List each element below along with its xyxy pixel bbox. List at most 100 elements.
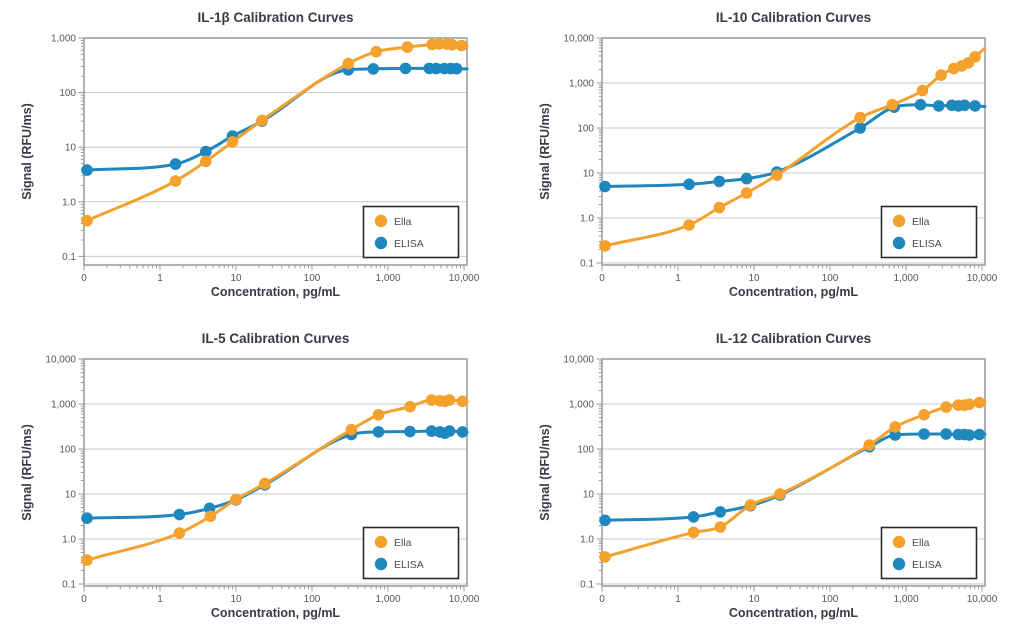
y-tick-label: 1,000 <box>51 400 76 411</box>
marker-elisa <box>81 164 93 176</box>
legend: Ella ELISA <box>362 205 460 259</box>
legend: Ella ELISA <box>362 526 460 580</box>
x-tick-label: 1 <box>675 594 681 605</box>
y-tick-label: 100 <box>59 88 76 99</box>
x-tick-label: 100 <box>822 594 839 605</box>
marker-ella <box>744 499 757 511</box>
legend-swatch-ella <box>374 214 388 228</box>
x-axis-label: Concentration, pg/mL <box>211 285 341 299</box>
y-axis-label: Signal (RFU/ms) <box>20 424 34 521</box>
x-tick-label: 1,000 <box>893 594 918 605</box>
x-tick-label: 100 <box>822 273 839 284</box>
marker-ella <box>918 409 930 421</box>
marker-ella <box>940 401 952 413</box>
marker-ella <box>935 69 947 81</box>
marker-elisa <box>854 122 866 134</box>
legend-label-ella: Ella <box>394 216 412 228</box>
legend-label-elisa: ELISA <box>394 238 424 250</box>
marker-ella <box>404 400 416 413</box>
marker-elisa <box>889 429 901 441</box>
legend: Ella ELISA <box>880 526 978 580</box>
legend-label-ella: Ella <box>394 537 412 549</box>
marker-elisa <box>443 425 456 437</box>
marker-ella <box>683 219 695 231</box>
marker-ella <box>81 214 93 227</box>
x-tick-label: 0 <box>599 594 605 605</box>
marker-elisa <box>456 426 469 438</box>
marker-ella <box>889 421 901 433</box>
x-tick-label: 100 <box>304 594 321 605</box>
marker-elisa <box>683 178 695 191</box>
marker-elisa <box>173 508 186 521</box>
marker-ella <box>169 175 182 187</box>
legend-swatch-elisa <box>892 236 906 250</box>
marker-ella <box>973 396 986 409</box>
marker-elisa <box>958 99 971 112</box>
y-tick-label: 0.1 <box>62 252 76 263</box>
marker-elisa <box>973 428 986 441</box>
series-line-elisa <box>85 66 469 172</box>
marker-elisa <box>740 172 753 185</box>
x-axis-label: Concentration, pg/mL <box>729 606 859 620</box>
legend-swatch-ella <box>892 214 906 228</box>
chart-title: IL-10 Calibration Curves <box>716 10 871 25</box>
marker-ella <box>740 187 753 199</box>
marker-ella <box>226 136 239 148</box>
y-axis-label: Signal (RFU/ms) <box>20 103 34 200</box>
marker-ella <box>886 98 899 111</box>
marker-elisa <box>599 180 611 193</box>
marker-ella <box>456 395 469 408</box>
legend-swatch-elisa <box>374 236 388 250</box>
marker-ella <box>771 169 783 181</box>
marker-elisa <box>918 428 930 440</box>
marker-elisa <box>169 158 182 170</box>
marker-elisa <box>714 506 727 518</box>
chart-title: IL-1β Calibration Curves <box>197 10 353 25</box>
marker-ella <box>204 510 217 523</box>
legend-label-ella: Ella <box>912 216 930 228</box>
y-tick-label: 0.1 <box>580 259 594 270</box>
marker-elisa <box>81 512 93 524</box>
y-tick-label: 1.0 <box>580 214 594 225</box>
marker-ella <box>256 114 268 127</box>
x-axis-label: Concentration, pg/mL <box>729 285 859 299</box>
x-tick-label: 1,000 <box>375 273 400 284</box>
legend-label-elisa: ELISA <box>912 238 942 250</box>
marker-ella <box>372 409 385 421</box>
series-line-elisa <box>603 103 987 188</box>
marker-ella <box>342 57 355 70</box>
x-tick-label: 1,000 <box>375 594 400 605</box>
marker-elisa <box>367 63 380 75</box>
y-tick-label: 10 <box>583 490 595 501</box>
marker-ella <box>714 521 727 533</box>
marker-ella <box>969 51 981 63</box>
marker-ella <box>173 527 186 539</box>
chart-title: IL-5 Calibration Curves <box>202 331 350 346</box>
marker-elisa <box>372 426 385 438</box>
x-tick-label: 10,000 <box>967 273 998 284</box>
marker-ella <box>687 526 700 539</box>
marker-ella <box>259 477 271 490</box>
y-tick-label: 1,000 <box>569 79 594 90</box>
marker-ella <box>916 84 929 97</box>
legend-swatch-elisa <box>374 557 388 571</box>
legend-swatch-ella <box>892 535 906 549</box>
x-tick-label: 10 <box>748 273 760 284</box>
marker-ella <box>81 554 93 566</box>
marker-ella <box>863 439 876 451</box>
x-tick-label: 10 <box>230 594 242 605</box>
marker-ella <box>455 39 468 52</box>
marker-elisa <box>687 511 700 523</box>
marker-elisa <box>914 98 927 111</box>
x-tick-label: 10 <box>230 273 242 284</box>
legend-box <box>880 205 978 259</box>
marker-elisa <box>200 145 212 158</box>
x-tick-label: 1 <box>157 594 163 605</box>
x-tick-label: 10,000 <box>449 594 480 605</box>
marker-ella <box>713 201 726 214</box>
chart-svg-il-5: IL-5 Calibration Curves 0 1 10 100 1,000 10,00… <box>20 331 480 620</box>
y-axis-label: Signal (RFU/ms) <box>538 103 552 200</box>
x-tick-label: 100 <box>304 273 321 284</box>
y-tick-label: 100 <box>577 124 594 135</box>
